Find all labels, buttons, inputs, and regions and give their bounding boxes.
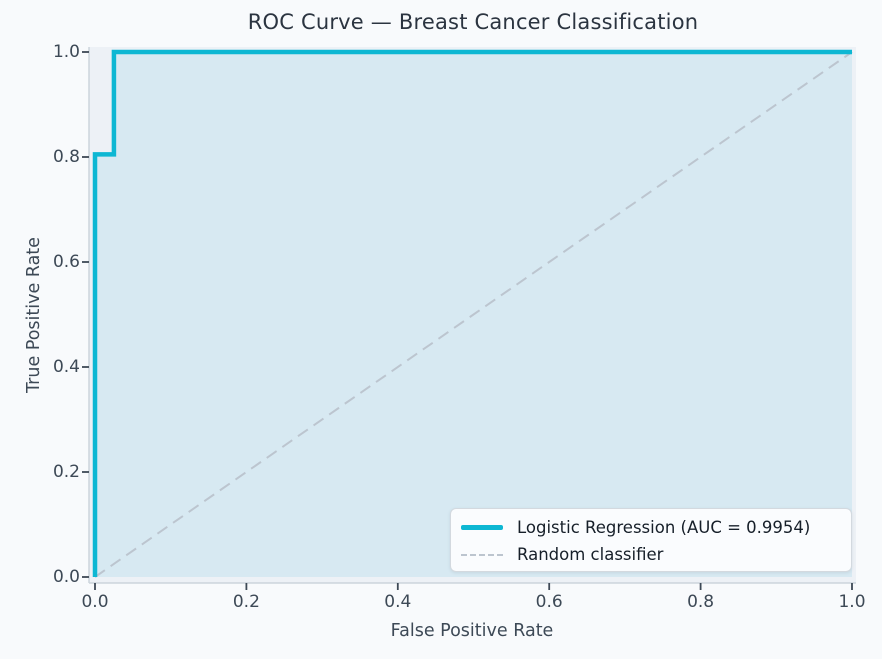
legend: Logistic Regression (AUC = 0.9954) Rando… (450, 508, 852, 572)
y-tick-label: 1.0 (52, 42, 80, 62)
y-tick-label: 0.6 (52, 252, 80, 272)
legend-entry-random-classifier: Random classifier (460, 541, 843, 568)
x-tick-label: 0.4 (384, 592, 412, 612)
y-axis-label: True Positive Rate (24, 237, 44, 393)
legend-solid-line-swatch (460, 525, 504, 530)
chart-title: ROC Curve — Breast Cancer Classification (247, 10, 699, 34)
x-tick-label: 1.0 (838, 592, 866, 612)
x-tick-label: 0.8 (687, 592, 715, 612)
plot-area (82, 47, 856, 590)
y-tick-label: 0.2 (52, 462, 80, 482)
legend-entry-logistic-regression: Logistic Regression (AUC = 0.9954) (460, 514, 843, 541)
legend-label-random-classifier: Random classifier (517, 545, 664, 564)
x-tick-label: 0.6 (535, 592, 563, 612)
y-tick-label: 0.0 (52, 567, 80, 587)
legend-label-logistic-regression: Logistic Regression (AUC = 0.9954) (517, 518, 811, 537)
y-tick-label: 0.8 (52, 147, 80, 167)
x-tick-label: 0.2 (232, 592, 260, 612)
dashed-line-icon (461, 553, 503, 556)
random-diagonal-line (94, 51, 853, 578)
y-tick-label: 0.4 (52, 357, 80, 377)
roc-curve-line (92, 49, 852, 577)
legend-dashed-line-swatch (460, 553, 504, 556)
x-tick-label: 0.0 (81, 592, 109, 612)
x-axis-label: False Positive Rate (390, 621, 554, 641)
solid-line-icon (461, 525, 503, 530)
